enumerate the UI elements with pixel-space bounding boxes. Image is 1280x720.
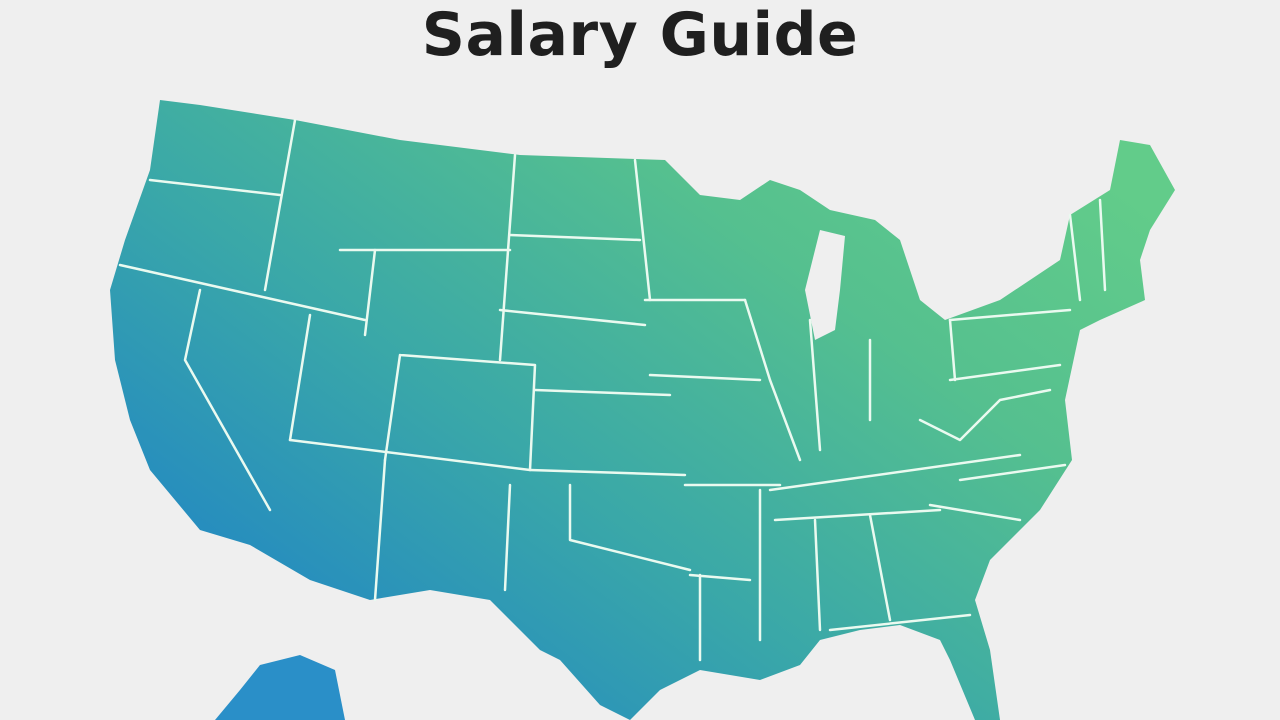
lake-michigan bbox=[805, 230, 845, 340]
title: Salary Guide bbox=[421, 0, 859, 70]
state-borders bbox=[118, 118, 1107, 662]
alaska bbox=[215, 655, 345, 720]
